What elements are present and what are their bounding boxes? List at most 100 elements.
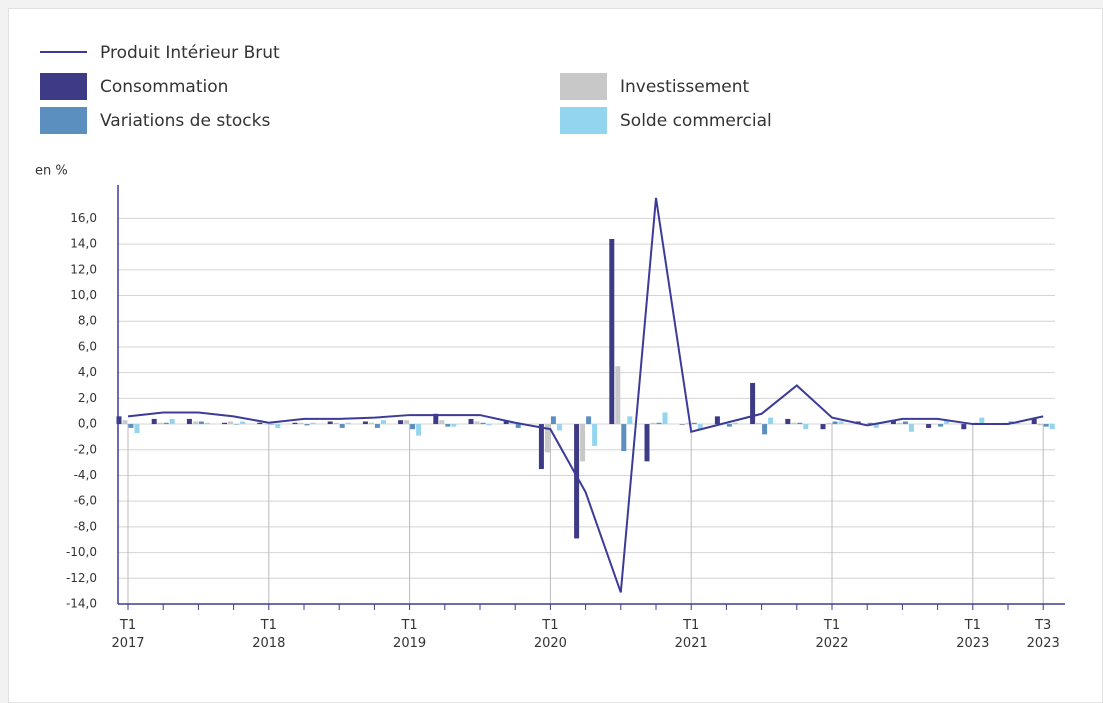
bar [345, 422, 351, 425]
bar [756, 422, 762, 425]
y-tick-label: -12,0 [66, 571, 97, 585]
y-tick-label: -4,0 [74, 468, 97, 482]
bar [838, 421, 844, 425]
y-tick-label: 6,0 [78, 339, 97, 353]
bar [275, 424, 281, 428]
bar [768, 417, 774, 425]
legend-label: Consommation [100, 77, 228, 97]
legend-swatch [40, 107, 87, 134]
bar [192, 421, 198, 425]
bar [327, 421, 333, 425]
bar [679, 424, 685, 425]
bar [609, 238, 615, 425]
bar [263, 424, 269, 425]
bar [157, 422, 163, 425]
bar [480, 422, 486, 425]
bar [867, 422, 873, 425]
bar [961, 424, 967, 430]
bar [198, 421, 204, 425]
legend-label: Solde commercial [620, 111, 772, 131]
bar [785, 418, 791, 425]
bar [938, 424, 944, 427]
bar [333, 422, 339, 425]
y-tick-label: 0,0 [78, 417, 97, 431]
bar [515, 424, 521, 428]
bar [433, 413, 439, 425]
legend-label: Variations de stocks [100, 111, 270, 131]
bar [890, 420, 896, 425]
bar [896, 422, 902, 425]
bar [468, 418, 474, 425]
bar [803, 424, 809, 430]
bar [186, 418, 192, 425]
bar [797, 422, 803, 425]
x-tick-label: T1 2020 [533, 618, 567, 651]
bar [944, 420, 950, 425]
bar [486, 424, 492, 426]
line [127, 197, 1044, 593]
y-tick-label: -2,0 [74, 442, 97, 456]
bar [685, 422, 691, 425]
legend-label: Investissement [620, 77, 750, 97]
bar [404, 420, 410, 425]
bar [1043, 424, 1049, 427]
bar [163, 422, 169, 425]
bar [538, 424, 544, 470]
y-tick-label: -8,0 [74, 519, 97, 533]
y-tick-label: 14,0 [70, 237, 97, 251]
y-tick-label: -6,0 [74, 494, 97, 508]
x-tick-label: T1 2019 [393, 618, 427, 651]
bar [116, 416, 122, 425]
bar [445, 424, 451, 427]
y-tick-label: 4,0 [78, 365, 97, 379]
y-tick-label: 2,0 [78, 391, 97, 405]
bar [339, 424, 345, 428]
chart-panel [8, 8, 1103, 703]
bar [908, 424, 914, 432]
bar [122, 420, 128, 425]
y-tick-label: 16,0 [70, 211, 97, 225]
bar [826, 422, 832, 425]
bar [932, 424, 938, 425]
bar [615, 366, 621, 425]
bar [269, 424, 275, 425]
bar [627, 416, 633, 425]
bar [979, 417, 985, 425]
bar [304, 424, 310, 426]
y-tick-label: -14,0 [66, 597, 97, 611]
bar [410, 424, 416, 430]
x-tick-label: T3 2023 [1026, 618, 1060, 651]
bar [902, 421, 908, 425]
bar [926, 424, 932, 428]
bar [873, 424, 879, 428]
bar [726, 424, 732, 427]
bar [1031, 418, 1037, 425]
bar [574, 424, 580, 539]
bar [439, 420, 445, 425]
y-axis-label: en % [35, 164, 68, 179]
bar [368, 422, 374, 425]
legend-swatch [560, 107, 607, 134]
bar [380, 420, 386, 425]
bar [791, 422, 797, 425]
bar [592, 424, 598, 446]
bar [762, 424, 768, 435]
y-tick-label: 12,0 [70, 262, 97, 276]
bar [621, 424, 627, 452]
bar [222, 422, 228, 425]
bar [656, 422, 662, 425]
bar [451, 424, 457, 427]
bar [169, 418, 175, 425]
bar [398, 420, 404, 425]
bar [128, 424, 134, 428]
bar [662, 412, 668, 425]
bar [509, 422, 515, 425]
x-tick-label: T1 2018 [252, 618, 286, 651]
legend-swatch [40, 73, 87, 100]
bar [374, 424, 380, 428]
x-tick-label: T1 2021 [674, 618, 708, 651]
bar [550, 416, 556, 425]
x-tick-label: T1 2023 [956, 618, 990, 651]
bar [1049, 424, 1055, 430]
